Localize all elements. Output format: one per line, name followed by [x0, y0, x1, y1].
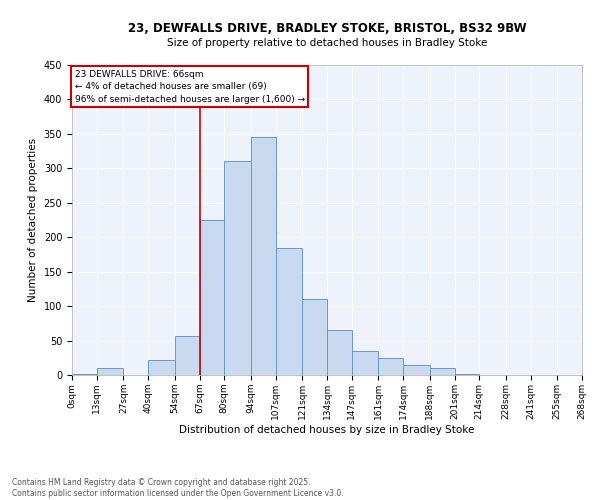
Bar	[302, 299, 327, 375]
Bar	[175, 336, 199, 375]
X-axis label: Distribution of detached houses by size in Bradley Stoke: Distribution of detached houses by size …	[179, 424, 475, 434]
Y-axis label: Number of detached properties: Number of detached properties	[28, 138, 38, 302]
Bar	[251, 138, 275, 375]
Bar	[403, 364, 430, 375]
Text: 23 DEWFALLS DRIVE: 66sqm
← 4% of detached houses are smaller (69)
96% of semi-de: 23 DEWFALLS DRIVE: 66sqm ← 4% of detache…	[74, 70, 305, 103]
Text: 23, DEWFALLS DRIVE, BRADLEY STOKE, BRISTOL, BS32 9BW: 23, DEWFALLS DRIVE, BRADLEY STOKE, BRIST…	[128, 22, 526, 36]
Bar	[379, 358, 403, 375]
Text: Contains HM Land Registry data © Crown copyright and database right 2025.
Contai: Contains HM Land Registry data © Crown c…	[12, 478, 344, 498]
Bar	[97, 368, 124, 375]
Bar	[430, 368, 455, 375]
Bar	[199, 220, 224, 375]
Text: Size of property relative to detached houses in Bradley Stoke: Size of property relative to detached ho…	[167, 38, 487, 48]
Bar	[275, 248, 302, 375]
Bar	[455, 374, 479, 375]
Bar	[72, 374, 97, 375]
Bar	[224, 162, 251, 375]
Bar	[148, 360, 175, 375]
Bar	[327, 330, 352, 375]
Bar	[352, 351, 379, 375]
